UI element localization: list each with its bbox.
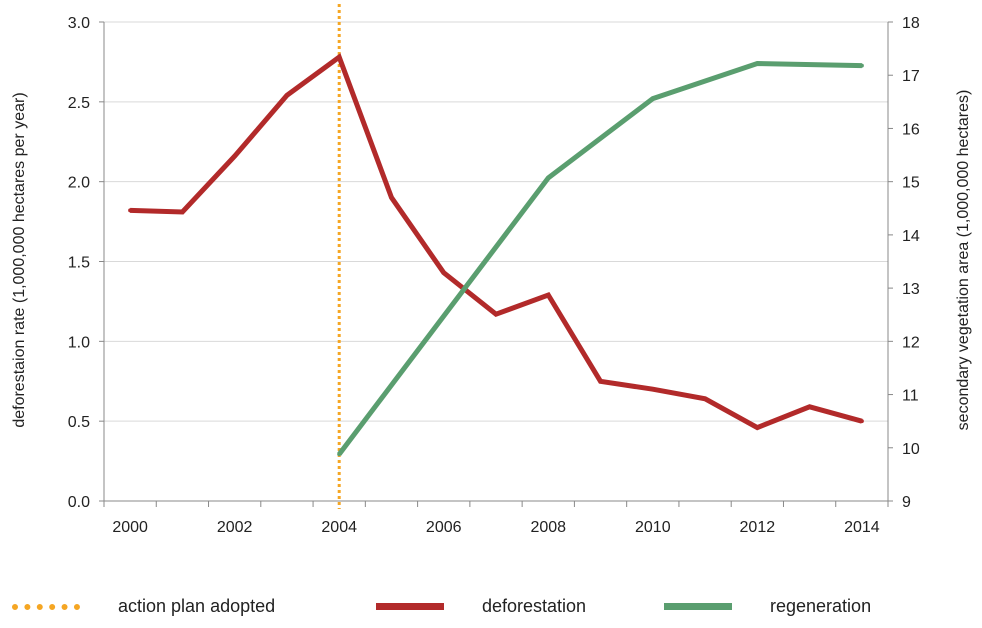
series-deforestation-point <box>441 270 446 275</box>
y-left-tick-label: 3.0 <box>68 15 90 32</box>
series-regeneration-point <box>755 61 760 66</box>
x-tick-label: 2012 <box>740 519 776 536</box>
grid <box>104 21 888 422</box>
legend-label-deforestation: deforestation <box>482 596 587 616</box>
legend-item-deforestation: deforestation <box>376 596 586 617</box>
series-deforestation-line <box>130 53 863 431</box>
series-deforestation-point <box>807 404 812 409</box>
series-deforestation-point <box>650 387 655 392</box>
series-deforestation-point <box>494 312 498 317</box>
series-deforestation-point <box>755 425 760 430</box>
series-regeneration-line <box>337 60 862 456</box>
x-tick-label: 2010 <box>635 519 671 536</box>
series-layer <box>128 4 864 509</box>
x-tick-label: 2008 <box>530 519 566 536</box>
axes <box>99 21 893 507</box>
series-deforestation-point <box>598 379 603 384</box>
chart: 0.0 0.5 1.0 1.5 2.0 2.5 3.0 9 10 11 12 13 14 15 16 17 18… <box>11 4 972 536</box>
series-regeneration-point <box>546 175 551 180</box>
x-tick-label: 2014 <box>844 519 880 536</box>
y-right-tick-label: 15 <box>902 175 920 192</box>
y-left-tick-label: 0.0 <box>68 494 90 511</box>
legend-swatch-deforestation <box>376 603 444 610</box>
series-deforestation-point <box>703 396 708 401</box>
series-deforestation-point <box>232 154 237 159</box>
y-left-tick-label: 1.5 <box>68 255 90 272</box>
series-deforestation-point <box>284 93 289 98</box>
y-right-tick-label: 11 <box>902 388 919 405</box>
series-regeneration-point <box>859 63 864 68</box>
legend-label-regeneration: regeneration <box>770 596 872 616</box>
series-regeneration-point <box>650 96 655 101</box>
y-right-tick-label: 17 <box>902 68 920 85</box>
tick-labels: 0.0 0.5 1.0 1.5 2.0 2.5 3.0 9 10 11 12 13 14 15 16 17 18… <box>68 15 920 536</box>
y-right-tick-label: 13 <box>902 281 920 298</box>
series-deforestation-point <box>128 208 133 213</box>
series-deforestation-point <box>180 210 185 215</box>
y-left-tick-label: 2.5 <box>68 95 90 112</box>
y-right-tick-label: 10 <box>902 441 920 458</box>
y-left-tick-label: 0.5 <box>68 414 90 431</box>
legend-swatch-regeneration <box>664 603 732 610</box>
y-right-tick-label: 16 <box>902 121 920 138</box>
y-left-tick-label: 1.0 <box>68 334 90 351</box>
x-tick-label: 2004 <box>321 519 357 536</box>
series-deforestation-point <box>337 55 342 60</box>
series-regeneration-point <box>337 452 342 457</box>
series-deforestation-point <box>389 195 394 200</box>
x-tick-label: 2002 <box>217 519 253 536</box>
y-axis-left-title: deforestaion rate (1,000,000 hectares pe… <box>11 92 28 427</box>
y-right-tick-label: 9 <box>902 494 911 511</box>
legend-label-action-plan: action plan adopted <box>118 596 276 616</box>
y-axis-right-title: secondary vegetation area (1,000,000 hec… <box>955 90 972 431</box>
legend-item-regeneration: regeneration <box>664 596 871 617</box>
y-right-tick-label: 12 <box>902 334 920 351</box>
x-tick-label: 2006 <box>426 519 462 536</box>
x-tick-label: 2000 <box>112 519 148 536</box>
legend-item-action-plan: action plan adopted <box>12 596 275 617</box>
y-right-tick-label: 18 <box>902 15 920 32</box>
y-left-tick-label: 2.0 <box>68 175 90 192</box>
series-deforestation-point <box>859 419 864 424</box>
legend-swatch-action-plan <box>12 603 80 610</box>
legend: action plan adopted deforestation regene… <box>0 596 982 626</box>
series-deforestation-point <box>546 293 551 298</box>
y-right-tick-label: 14 <box>902 228 920 245</box>
